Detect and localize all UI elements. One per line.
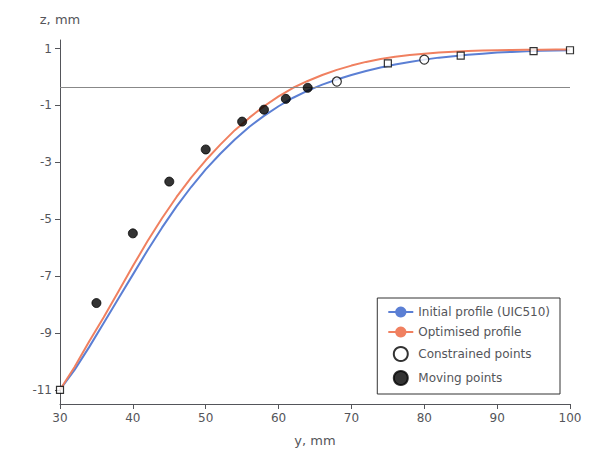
svg-text:y, mm: y, mm	[294, 433, 335, 448]
svg-text:-11: -11	[32, 383, 52, 397]
svg-text:30: 30	[52, 411, 67, 425]
svg-text:-9: -9	[40, 326, 52, 340]
svg-text:50: 50	[198, 411, 213, 425]
svg-text:40: 40	[125, 411, 140, 425]
svg-text:Initial profile (UIC510): Initial profile (UIC510)	[418, 305, 550, 319]
svg-text:100: 100	[559, 411, 582, 425]
svg-text:80: 80	[417, 411, 432, 425]
svg-text:90: 90	[490, 411, 505, 425]
svg-text:1: 1	[44, 42, 52, 56]
svg-text:60: 60	[271, 411, 286, 425]
svg-text:Optimised profile: Optimised profile	[418, 325, 521, 339]
svg-text:-5: -5	[40, 212, 52, 226]
svg-text:-1: -1	[40, 98, 52, 112]
svg-text:Constrained points: Constrained points	[418, 347, 531, 361]
svg-text:-3: -3	[40, 155, 52, 169]
svg-text:70: 70	[344, 411, 359, 425]
svg-text:z, mm: z, mm	[40, 12, 80, 27]
svg-text:Moving points: Moving points	[418, 371, 502, 385]
svg-text:-7: -7	[40, 269, 52, 283]
